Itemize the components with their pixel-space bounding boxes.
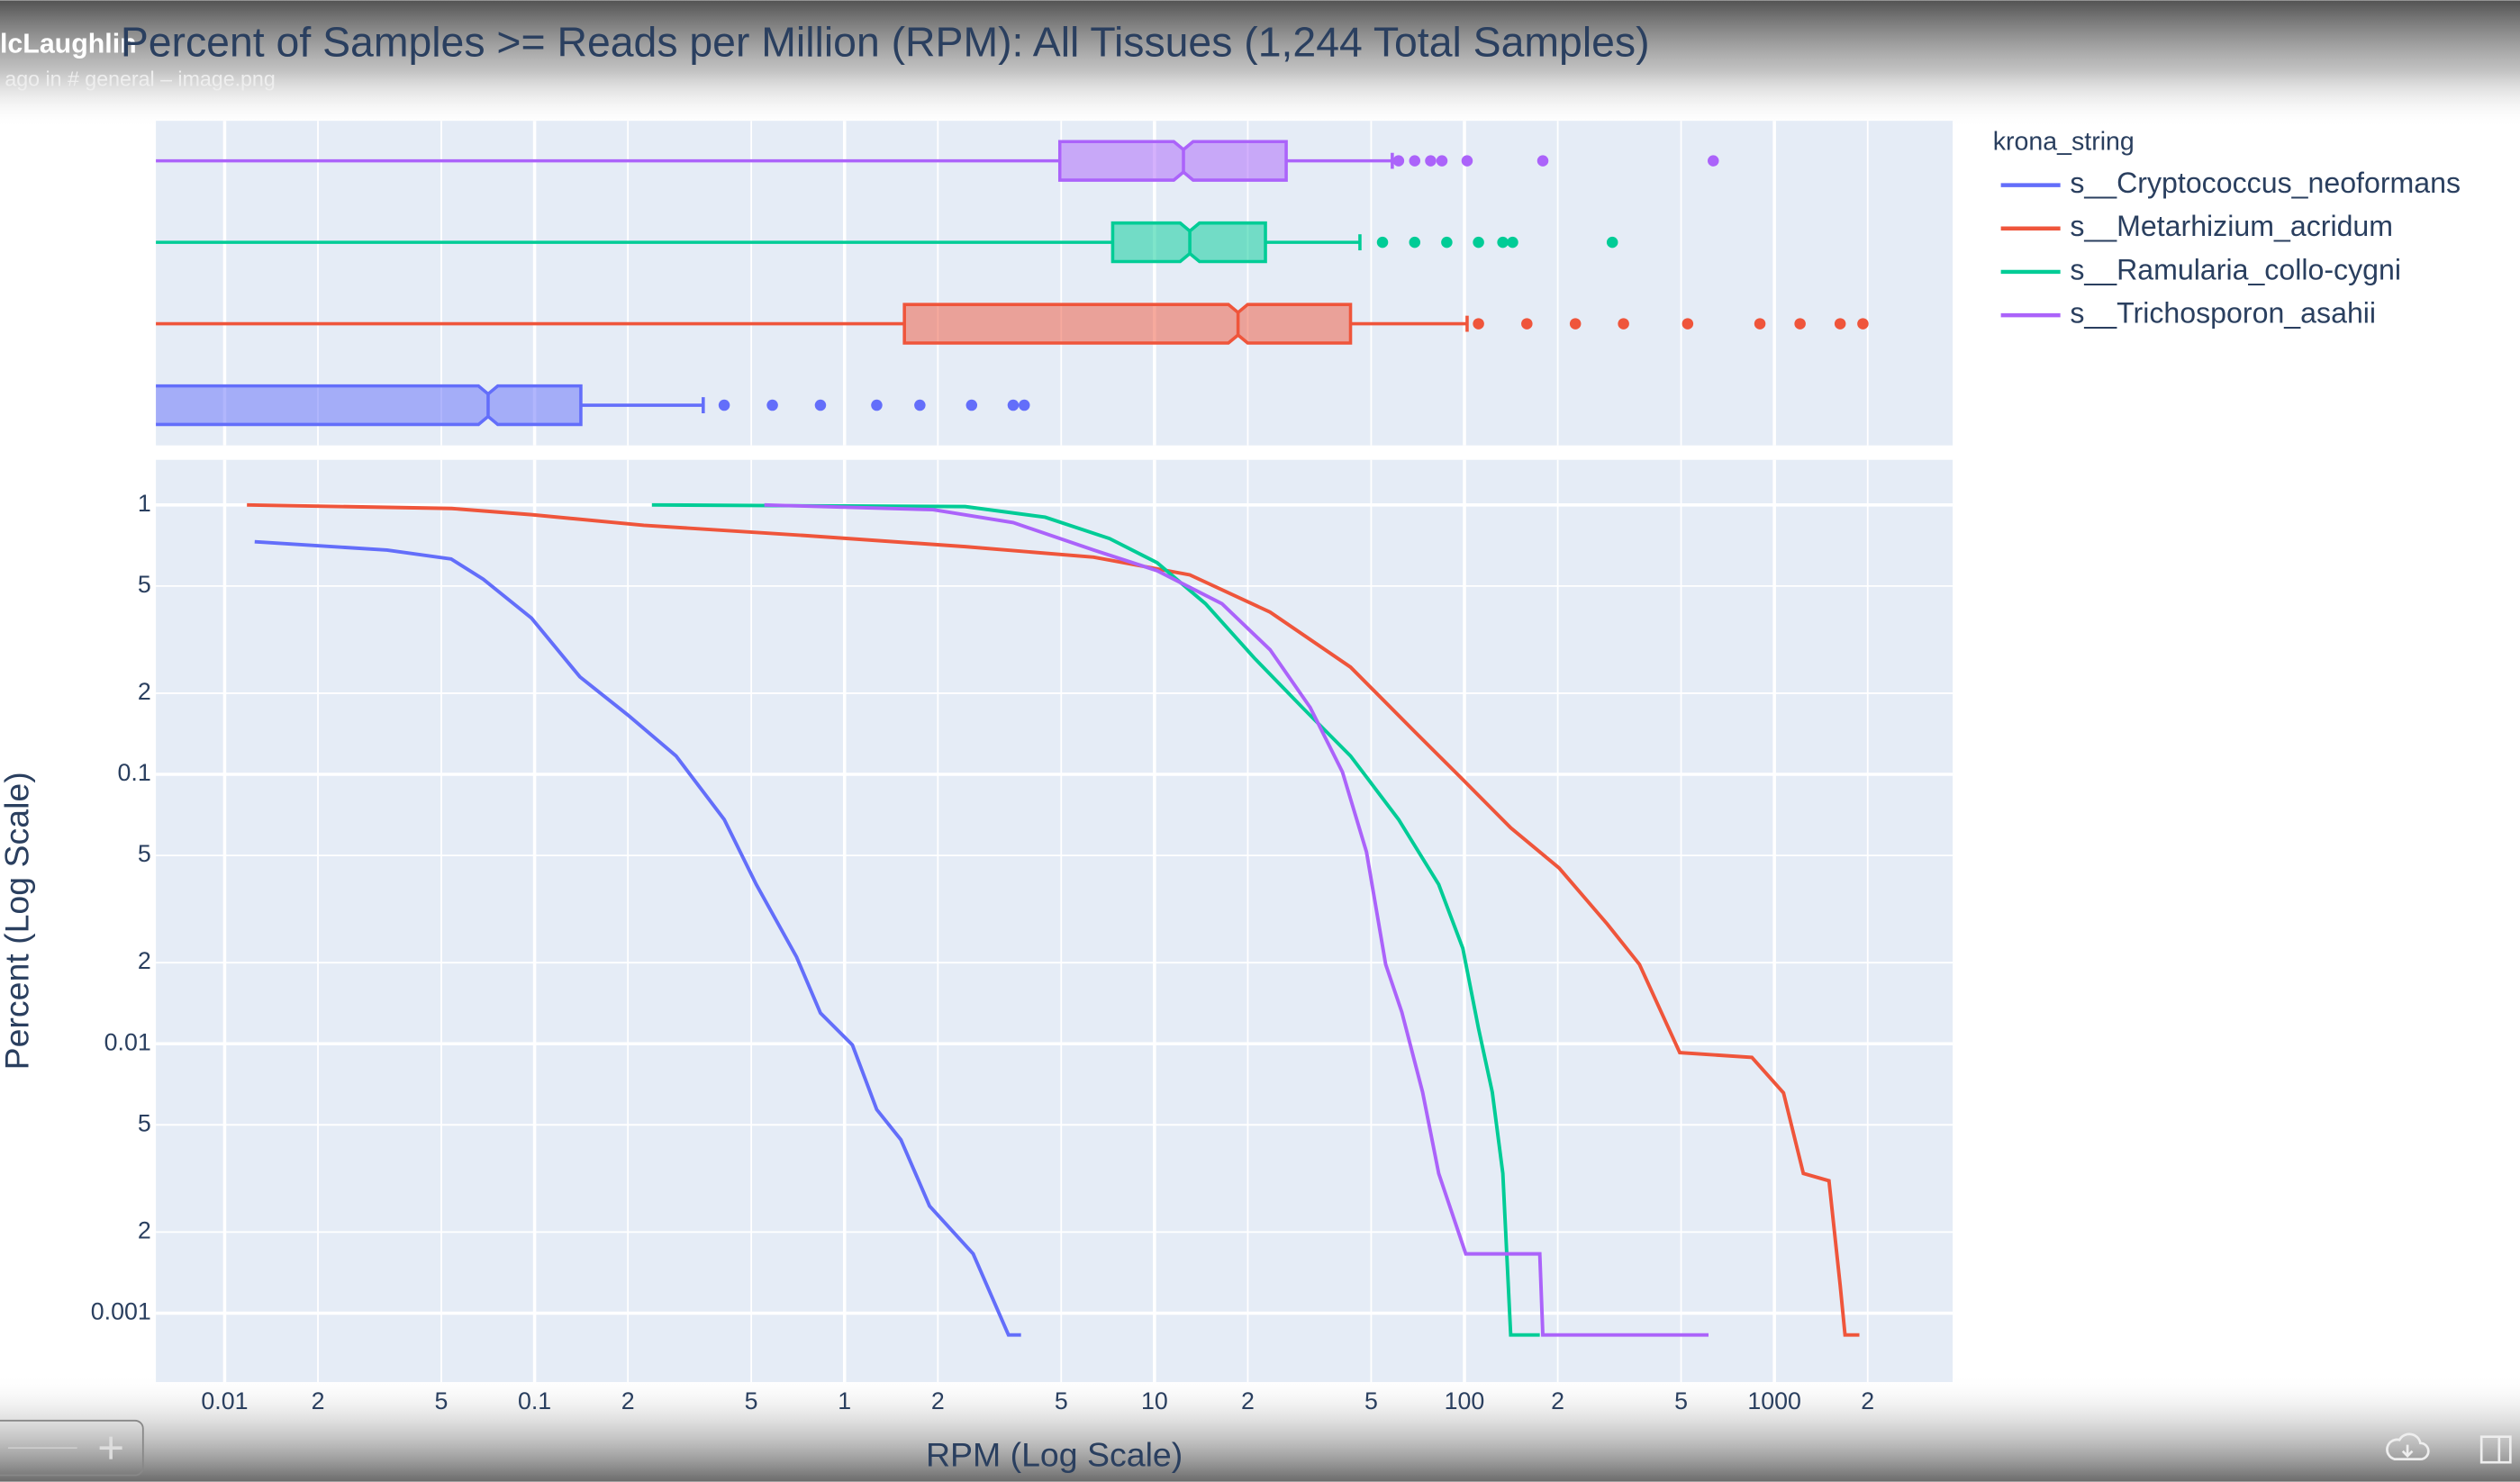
box-layer (156, 140, 1869, 427)
y-axis-title: Percent (Log Scale) (0, 772, 35, 1070)
x-tick-label: 2 (1551, 1387, 1564, 1414)
outlier (1708, 155, 1719, 167)
outlier (1425, 155, 1437, 167)
x-tick-label: 2 (931, 1387, 945, 1414)
legend-label: s__Trichosporon_asahii (2070, 297, 2376, 330)
y-tick-label: 0.001 (91, 1298, 151, 1325)
outlier (1794, 318, 1806, 330)
outlier (1461, 155, 1473, 167)
legend-label: s__Cryptococcus_neoformans (2070, 167, 2461, 199)
outlier (1392, 155, 1405, 167)
outlier (965, 399, 978, 411)
message-meta: ago in # general – image.png (5, 68, 275, 91)
box (902, 303, 1353, 345)
outlier (1507, 236, 1518, 249)
x-tick-label: 5 (1674, 1387, 1688, 1414)
lines-layer (247, 502, 1860, 1337)
bottom-shade (0, 1374, 2520, 1482)
ecdf-line (651, 502, 1540, 1337)
outlier (1569, 318, 1582, 330)
x-tick-label: 5 (1055, 1387, 1068, 1414)
outlier (1007, 399, 1020, 411)
outlier (1521, 318, 1533, 330)
zoom-in-icon[interactable] (99, 1436, 122, 1459)
x-tick-label: 1 (838, 1387, 851, 1414)
outlier (1409, 155, 1421, 167)
x-tick-label: 2 (1241, 1387, 1255, 1414)
y-tick-label: 5 (138, 840, 151, 867)
box (1057, 140, 1288, 182)
zoom-control[interactable] (0, 1419, 144, 1477)
x-tick-label: 5 (745, 1387, 758, 1414)
outlier (1376, 236, 1389, 249)
x-tick-label: 100 (1445, 1387, 1485, 1414)
user-name: lcLaughlin (0, 29, 137, 59)
outlier (1497, 236, 1509, 249)
y-tick-label: 2 (138, 1216, 151, 1243)
plot-bg (156, 459, 1953, 1382)
outlier (1409, 236, 1421, 249)
x-tick-label: 5 (435, 1387, 449, 1414)
x-tick-label: 2 (1861, 1387, 1874, 1414)
ecdf-line (764, 502, 1709, 1337)
download-icon[interactable] (2386, 1432, 2430, 1460)
legend-title: krona_string (1993, 128, 2135, 157)
outlier (1441, 236, 1453, 249)
outlier (1473, 236, 1484, 249)
x-tick-label: 2 (312, 1387, 325, 1414)
outlier (914, 399, 926, 411)
legend-label: s__Ramularia_collo-cygni (2070, 253, 2401, 285)
y-tick-label: 0.01 (104, 1028, 151, 1055)
ecdf-line (254, 539, 1021, 1337)
outlier (1857, 318, 1869, 330)
x-tick-label: 2 (621, 1387, 635, 1414)
x-tick-label: 0.01 (201, 1387, 248, 1414)
outlier (1606, 236, 1618, 249)
chart-title: Percent of Samples >= Reads per Million … (121, 19, 1650, 66)
y-tick-label: 0.1 (118, 759, 151, 786)
outlier (814, 399, 827, 411)
outlier (1473, 318, 1484, 330)
x-axis-title: RPM (Log Scale) (926, 1436, 1183, 1474)
y-tick-label: 5 (138, 571, 151, 598)
outlier (1618, 318, 1629, 330)
y-tick-label: 1 (138, 490, 151, 517)
outlier (1536, 155, 1549, 167)
x-tick-label: 0.1 (518, 1387, 551, 1414)
ecdf-line (247, 502, 1860, 1337)
y-tick-label: 2 (138, 947, 151, 974)
y-tick-label: 2 (138, 678, 151, 705)
outlier (1682, 318, 1694, 330)
top-shade (0, 0, 2520, 130)
legend-label: s__Metarhizium_acridum (2070, 210, 2393, 242)
y-tick-label: 5 (138, 1109, 151, 1136)
outlier (1436, 155, 1448, 167)
x-tick-label: 5 (1364, 1387, 1378, 1414)
x-tick-label: 10 (1141, 1387, 1168, 1414)
outlier (718, 399, 730, 411)
outlier (766, 399, 778, 411)
panel-icon[interactable] (2479, 1435, 2512, 1464)
box (156, 384, 583, 427)
outlier (1754, 318, 1766, 330)
outlier (1834, 318, 1846, 330)
outlier (871, 399, 883, 411)
outlier (1019, 399, 1030, 411)
x-tick-label: 1000 (1747, 1387, 1801, 1414)
